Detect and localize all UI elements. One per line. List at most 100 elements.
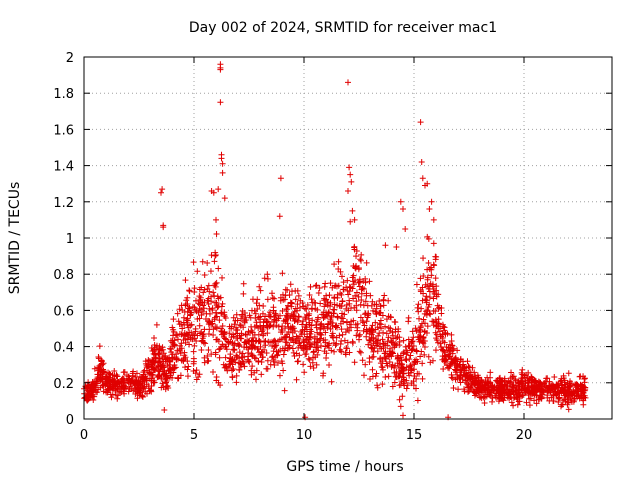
data-point: [301, 369, 308, 376]
data-point: [302, 351, 309, 358]
data-point: [420, 334, 427, 341]
data-point: [477, 377, 484, 384]
data-point: [325, 308, 332, 315]
data-point: [274, 351, 281, 358]
data-point: [295, 292, 302, 299]
data-point: [300, 347, 307, 354]
data-point: [299, 327, 306, 334]
data-point: [431, 290, 438, 297]
data-point: [160, 224, 167, 231]
data-point: [215, 186, 222, 193]
data-point: [442, 357, 449, 364]
data-point: [465, 363, 472, 370]
data-point: [190, 355, 197, 362]
data-point: [382, 242, 389, 249]
data-point: [240, 359, 247, 366]
data-point: [230, 365, 237, 372]
data-point: [432, 308, 439, 315]
y-tick-label: 0.4: [53, 341, 74, 356]
data-point: [221, 335, 228, 342]
data-point: [228, 334, 235, 341]
data-point: [97, 361, 104, 368]
data-point: [279, 308, 286, 315]
data-point: [510, 402, 517, 409]
data-point: [238, 335, 245, 342]
data-point: [486, 389, 493, 396]
data-point: [408, 338, 415, 345]
data-point: [358, 257, 365, 264]
data-point: [541, 382, 548, 389]
data-point: [214, 336, 221, 343]
data-point: [241, 310, 248, 317]
data-point: [302, 305, 309, 312]
data-point: [267, 322, 274, 329]
data-point: [327, 303, 334, 310]
data-point: [391, 342, 398, 349]
data-point: [217, 294, 224, 301]
data-point: [167, 337, 174, 344]
data-point: [387, 328, 394, 335]
data-point: [275, 323, 282, 330]
data-point: [208, 293, 215, 300]
data-point: [173, 331, 180, 338]
data-point: [296, 352, 303, 359]
y-tick-label: 1.2: [53, 196, 74, 211]
data-point: [95, 365, 102, 372]
data-point: [507, 391, 514, 398]
data-point: [565, 406, 572, 413]
data-point: [190, 259, 197, 266]
data-point: [320, 325, 327, 332]
data-point: [350, 295, 357, 302]
data-point: [380, 302, 387, 309]
data-point: [424, 307, 431, 314]
data-point: [417, 323, 424, 330]
data-point: [90, 397, 97, 404]
data-point: [504, 380, 511, 387]
data-point: [435, 339, 442, 346]
data-point: [440, 366, 447, 373]
data-point: [379, 358, 386, 365]
data-point: [264, 357, 271, 364]
data-point: [354, 320, 361, 327]
data-point: [313, 361, 320, 368]
data-point: [196, 371, 203, 378]
y-tick-label: 1.4: [53, 160, 74, 175]
data-point: [314, 329, 321, 336]
data-point: [504, 394, 511, 401]
data-point: [470, 387, 477, 394]
data-point: [181, 349, 188, 356]
data-point: [162, 358, 169, 365]
data-point: [420, 255, 427, 262]
data-point: [343, 345, 350, 352]
data-point: [340, 279, 347, 286]
data-point: [335, 258, 342, 265]
data-point: [422, 296, 429, 303]
data-point: [400, 367, 407, 374]
data-point: [270, 348, 277, 355]
data-point: [240, 324, 247, 331]
data-point: [427, 311, 434, 318]
data-point: [574, 387, 581, 394]
data-point: [481, 399, 488, 406]
data-point: [349, 207, 356, 214]
data-point: [518, 375, 525, 382]
data-point: [328, 378, 335, 385]
data-point: [405, 318, 412, 325]
data-point: [392, 362, 399, 369]
data-point: [182, 339, 189, 346]
data-point: [286, 334, 293, 341]
data-point: [386, 358, 393, 365]
data-point: [151, 351, 158, 358]
data-point: [210, 331, 217, 338]
data-point: [229, 367, 236, 374]
data-point: [240, 280, 247, 287]
data-point: [217, 99, 224, 106]
data-point: [88, 387, 95, 394]
data-point: [218, 325, 225, 332]
data-point: [213, 313, 220, 320]
data-point: [85, 379, 92, 386]
data-point: [378, 363, 385, 370]
data-point: [155, 373, 162, 380]
data-point: [270, 357, 277, 364]
data-point: [174, 336, 181, 343]
